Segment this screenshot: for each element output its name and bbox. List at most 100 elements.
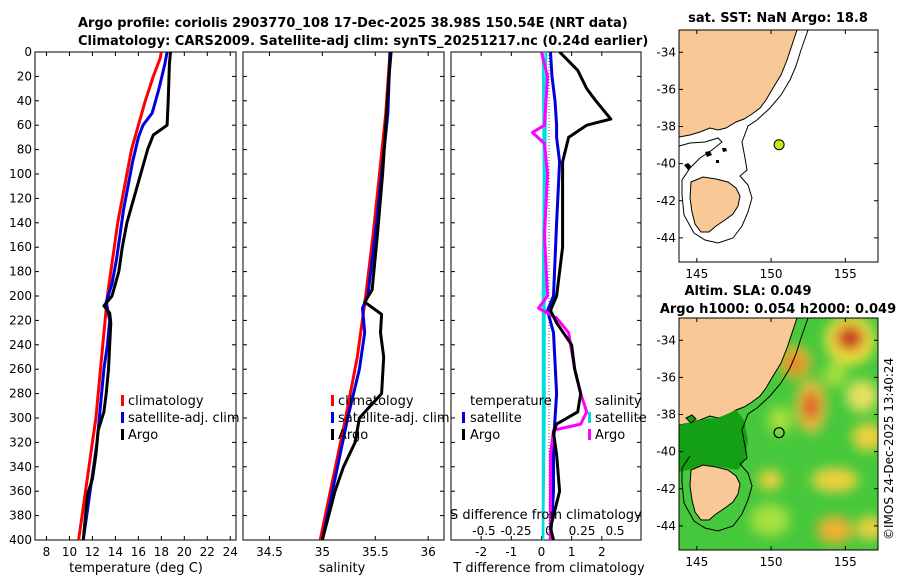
imos-watermark: ©IMOS 24-Dec-2025 13:40:24: [882, 358, 896, 540]
s-diff-tick-label: -0.5: [472, 524, 495, 538]
legend-label-sal-satellite: satellite: [595, 411, 647, 426]
s-diff-tick-label: 0.5: [605, 524, 624, 538]
series-line-climatology: [77, 52, 163, 540]
x-tick-label: 36: [420, 545, 435, 559]
difference-lines: [530, 52, 613, 540]
x-tick-label: 35.5: [362, 545, 389, 559]
continental-shelf-contour: [679, 30, 809, 244]
legend-swatch-climatology: [331, 395, 334, 406]
x-tick-label: 10: [62, 545, 77, 559]
y-tick-label: 380: [9, 509, 32, 523]
x-tick-label: 18: [154, 545, 169, 559]
x-tick-label: 16: [131, 545, 146, 559]
salinity-panel: 34.5 35 35.5 36 salinity climatology satell…: [242, 51, 450, 576]
series-line-temperature-argo: [549, 52, 613, 540]
argo-position-marker: [773, 427, 785, 439]
salinity-xlabel: salinity: [319, 561, 366, 576]
sla-map: Altim. SLA: 0.049 Argo h1000: 0.054 h200…: [656, 284, 896, 569]
y-tick-label: 60: [17, 118, 32, 132]
legend-label-argo: Argo: [338, 428, 368, 443]
x-tick-label: 2: [598, 545, 606, 559]
s-diff-tick-label: 0.25: [569, 524, 596, 538]
difference-xlabel: T difference from climatology: [452, 561, 645, 576]
map-y-tick-label: -44: [656, 231, 676, 245]
x-tick-label: -2: [475, 545, 487, 559]
x-tick-label: 8: [43, 545, 51, 559]
figure-title-line2: Climatology: CARS2009. Satellite-adj cli…: [78, 34, 648, 49]
legend-swatch-sal-argo: [588, 429, 591, 440]
mainland-coastline: [679, 30, 798, 138]
legend-label-temp-satellite: satellite: [470, 411, 522, 426]
x-tick-label: 35: [315, 545, 330, 559]
map-x-tick-label: 150: [760, 555, 783, 569]
map-y-tick-label: -34: [656, 45, 676, 59]
map-y-tick-label: -36: [656, 370, 676, 384]
y-tick-label: 300: [9, 411, 32, 425]
sla-map-title-line1: Altim. SLA: 0.049: [685, 284, 812, 299]
sla-map-frame: [678, 317, 879, 551]
legend-label-climatology: climatology: [338, 394, 414, 409]
sst-map-title: sat. SST: NaN Argo: 18.8: [688, 11, 868, 26]
legend-label-satellite: satellite-adj. clim: [338, 411, 450, 426]
y-tick-label: 220: [9, 313, 32, 327]
legend-swatch-satellite: [331, 412, 334, 423]
y-tick-label: 360: [9, 484, 32, 498]
x-tick-label: 34.5: [256, 545, 283, 559]
s-diff-tick-label: -0.25: [500, 524, 531, 538]
map-x-tick-label: 145: [685, 555, 708, 569]
map-y-tick-label: -40: [656, 445, 676, 459]
series-line-salinity-argo: [530, 52, 589, 540]
legend-title-salinity: salinity: [595, 394, 642, 409]
sst-map-frame: [678, 29, 879, 263]
y-tick-label: 400: [9, 533, 32, 547]
sst-map: sat. SST: NaN Argo: 18.8 -34 -36 -38 -40 -42…: [656, 11, 879, 281]
sst-map-ticks: -34 -36 -38 -40 -42 -44 145 150 155: [656, 30, 878, 281]
x-tick-label: 22: [200, 545, 215, 559]
y-tick-label: 40: [17, 94, 32, 108]
map-y-tick-label: -44: [656, 519, 676, 533]
x-tick-label: 14: [108, 545, 123, 559]
y-tick-label: 340: [9, 460, 32, 474]
map-y-tick-label: -42: [656, 482, 676, 496]
temperature-lines: [77, 52, 172, 540]
difference-panel: -2 -1 0 1 2-0.5 -0.25 0 0.25 0.5 T difference fr…: [450, 51, 647, 576]
temperature-axes-box: [34, 51, 237, 541]
legend-swatch-temp-argo: [462, 429, 465, 440]
legend-swatch-temp-satellite: [462, 412, 465, 423]
bass-strait-islands: [684, 148, 727, 170]
legend-label-argo: Argo: [128, 428, 158, 443]
y-tick-label: 160: [9, 240, 32, 254]
continental-shelf-contour: [681, 318, 809, 532]
legend-swatch-argo: [331, 429, 334, 440]
y-tick-label: 120: [9, 191, 32, 205]
salinity-legend: climatology satellite-adj. clim Argo: [331, 394, 450, 443]
x-tick-label: -1: [505, 545, 517, 559]
temperature-legend: climatology satellite-adj. clim Argo: [121, 394, 240, 443]
y-tick-label: 200: [9, 289, 32, 303]
wilsons-promontory-island: [685, 414, 697, 424]
map-y-tick-label: -42: [656, 194, 676, 208]
legend-label-satellite: satellite-adj. clim: [128, 411, 240, 426]
series-line-salinity-satellite: [541, 52, 546, 540]
map-y-tick-label: -40: [656, 157, 676, 171]
y-tick-label: 320: [9, 435, 32, 449]
series-line-climatology: [318, 52, 392, 540]
difference-legend: temperature salinity satellite Argo sate…: [462, 394, 647, 443]
sla-anomaly-field: [750, 318, 878, 544]
y-tick-label: 260: [9, 362, 32, 376]
salinity-ticks: 34.5 35 35.5 36: [243, 51, 444, 559]
temperature-xlabel: temperature (deg C): [69, 561, 203, 576]
legend-title-temperature: temperature: [470, 394, 552, 409]
argo-position-marker: [773, 139, 785, 151]
x-tick-label: 0: [538, 545, 546, 559]
legend-swatch-argo: [121, 429, 124, 440]
figure-title-line1: Argo profile: coriolis 2903770_108 17-De…: [78, 16, 628, 31]
y-tick-label: 180: [9, 265, 32, 279]
map-y-tick-label: -38: [656, 408, 676, 422]
x-tick-label: 12: [85, 545, 100, 559]
legend-swatch-satellite: [121, 412, 124, 423]
tasmania-landmass: [689, 176, 741, 233]
map-y-tick-label: -36: [656, 82, 676, 96]
temperature-panel: 8 10 12 14 16 18 20 22 2402040608010012014016018…: [9, 45, 240, 576]
